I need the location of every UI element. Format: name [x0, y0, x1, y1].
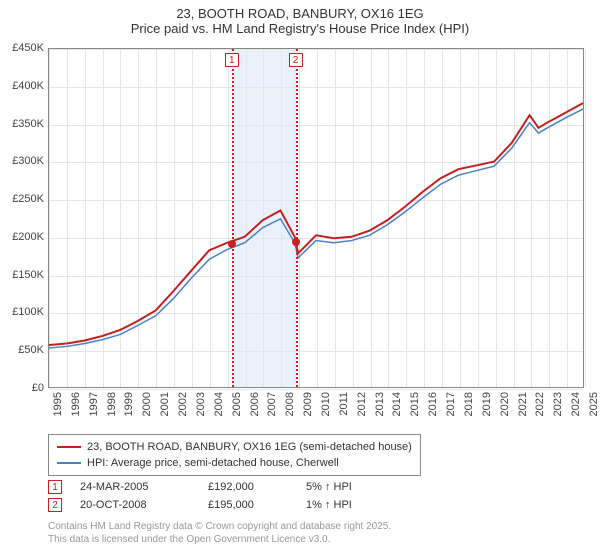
y-tick-label: £0 — [4, 382, 44, 394]
marker-date-2: 20-OCT-2008 — [80, 499, 190, 511]
x-tick-label: 1999 — [123, 392, 135, 416]
y-tick-label: £150K — [4, 269, 44, 281]
legend-swatch-0 — [57, 446, 81, 448]
y-tick-label: £250K — [4, 193, 44, 205]
gridline-h — [49, 389, 583, 390]
x-tick-label: 2001 — [159, 392, 171, 416]
x-tick-label: 2011 — [338, 392, 350, 416]
chart-plot-area: 12 — [48, 48, 584, 388]
x-tick-label: 2014 — [391, 392, 403, 416]
marker-row-1: 1 24-MAR-2005 £192,000 5% ↑ HPI — [48, 478, 386, 496]
x-tick-label: 2003 — [195, 392, 207, 416]
y-tick-label: £350K — [4, 118, 44, 130]
marker-dot — [228, 240, 236, 248]
x-tick-label: 2004 — [213, 392, 225, 416]
series-line — [49, 109, 583, 348]
x-tick-label: 2002 — [177, 392, 189, 416]
x-tick-label: 2018 — [463, 392, 475, 416]
x-tick-label: 1998 — [106, 392, 118, 416]
legend-label-0: 23, BOOTH ROAD, BANBURY, OX16 1EG (semi-… — [87, 441, 412, 453]
marker-vline — [296, 49, 298, 387]
legend-label-1: HPI: Average price, semi-detached house,… — [87, 457, 339, 469]
marker-pct-2: 1% ↑ HPI — [306, 499, 386, 511]
marker-badge-chart: 1 — [225, 53, 239, 67]
y-tick-label: £400K — [4, 80, 44, 92]
marker-badge-chart: 2 — [289, 53, 303, 67]
chart-svg-layer — [49, 49, 583, 387]
x-tick-label: 2025 — [588, 392, 600, 416]
marker-price-1: £192,000 — [208, 481, 288, 493]
x-tick-label: 2021 — [517, 392, 529, 416]
y-tick-label: £100K — [4, 306, 44, 318]
x-tick-label: 2017 — [445, 392, 457, 416]
x-tick-label: 2024 — [570, 392, 582, 416]
x-tick-label: 2016 — [427, 392, 439, 416]
y-tick-label: £200K — [4, 231, 44, 243]
x-tick-label: 2006 — [249, 392, 261, 416]
y-tick-label: £300K — [4, 155, 44, 167]
marker-vline — [232, 49, 234, 387]
x-tick-label: 2015 — [409, 392, 421, 416]
footer: Contains HM Land Registry data © Crown c… — [48, 520, 391, 546]
marker-dot — [292, 238, 300, 246]
chart-container: 23, BOOTH ROAD, BANBURY, OX16 1EG Price … — [0, 0, 600, 560]
marker-date-1: 24-MAR-2005 — [80, 481, 190, 493]
x-tick-label: 2000 — [141, 392, 153, 416]
footer-line2: This data is licensed under the Open Gov… — [48, 533, 391, 546]
marker-badge-2: 2 — [48, 498, 62, 512]
x-tick-label: 2009 — [302, 392, 314, 416]
marker-badge-1: 1 — [48, 480, 62, 494]
x-tick-label: 2020 — [499, 392, 511, 416]
legend: 23, BOOTH ROAD, BANBURY, OX16 1EG (semi-… — [48, 434, 421, 476]
x-tick-label: 1996 — [70, 392, 82, 416]
y-tick-label: £50K — [4, 344, 44, 356]
footer-line1: Contains HM Land Registry data © Crown c… — [48, 520, 391, 533]
x-tick-label: 2012 — [356, 392, 368, 416]
marker-pct-1: 5% ↑ HPI — [306, 481, 386, 493]
title-line2: Price paid vs. HM Land Registry's House … — [0, 21, 600, 36]
gridline-v — [585, 49, 586, 387]
x-tick-label: 2007 — [266, 392, 278, 416]
marker-row-2: 2 20-OCT-2008 £195,000 1% ↑ HPI — [48, 496, 386, 514]
x-tick-label: 2013 — [374, 392, 386, 416]
x-tick-label: 2008 — [284, 392, 296, 416]
series-line — [49, 103, 583, 345]
x-tick-label: 1997 — [88, 392, 100, 416]
legend-item-1: HPI: Average price, semi-detached house,… — [57, 455, 412, 471]
x-tick-label: 1995 — [52, 392, 64, 416]
marker-table: 1 24-MAR-2005 £192,000 5% ↑ HPI 2 20-OCT… — [48, 478, 386, 514]
x-tick-label: 2010 — [320, 392, 332, 416]
x-tick-label: 2005 — [231, 392, 243, 416]
legend-swatch-1 — [57, 462, 81, 464]
x-tick-label: 2022 — [534, 392, 546, 416]
title-block: 23, BOOTH ROAD, BANBURY, OX16 1EG Price … — [0, 0, 600, 38]
y-tick-label: £450K — [4, 42, 44, 54]
title-line1: 23, BOOTH ROAD, BANBURY, OX16 1EG — [0, 6, 600, 21]
x-tick-label: 2019 — [481, 392, 493, 416]
x-tick-label: 2023 — [552, 392, 564, 416]
marker-price-2: £195,000 — [208, 499, 288, 511]
legend-item-0: 23, BOOTH ROAD, BANBURY, OX16 1EG (semi-… — [57, 439, 412, 455]
